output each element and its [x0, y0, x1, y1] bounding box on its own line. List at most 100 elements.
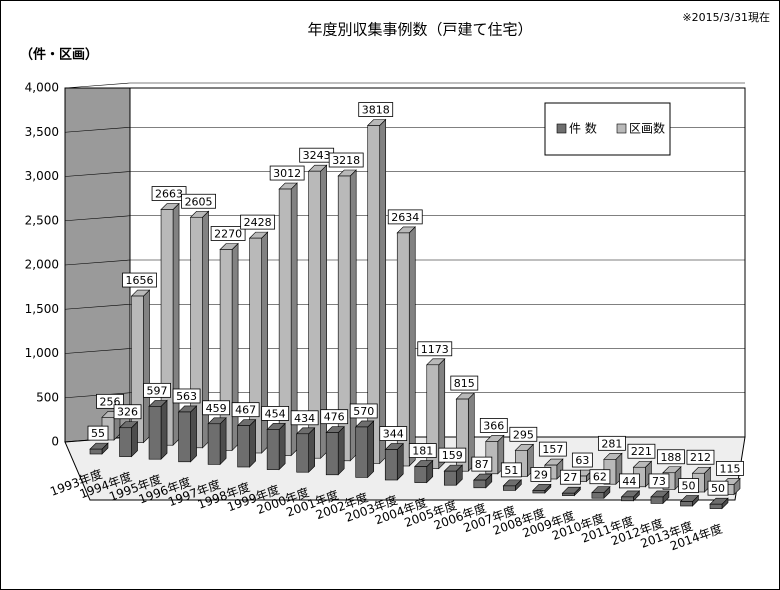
- bar-front: [384, 449, 398, 481]
- data-label-box: [417, 341, 453, 357]
- data-label-text: 1656: [126, 274, 154, 287]
- data-label-text: 51: [504, 464, 518, 477]
- data-label-box: [571, 452, 593, 468]
- bar: [620, 490, 641, 502]
- bar: [307, 164, 328, 459]
- data-label-box: [320, 409, 349, 425]
- data-label: 181: [408, 443, 437, 458]
- bar-front: [266, 429, 280, 470]
- bar: [248, 231, 269, 454]
- y-tick-label: 2,000: [25, 258, 59, 272]
- data-label-text: 55: [91, 427, 105, 440]
- bar-front: [650, 496, 664, 504]
- data-label: 2634: [387, 209, 423, 225]
- legend-label: 区画数: [629, 121, 665, 136]
- data-label-text: 597: [147, 384, 168, 397]
- data-label-box: [349, 403, 378, 419]
- data-label-text: 50: [711, 482, 725, 495]
- data-label: 597: [143, 382, 171, 398]
- data-label: 281: [598, 435, 626, 451]
- data-label-text: 62: [593, 471, 607, 484]
- bar-front: [355, 426, 369, 478]
- data-label-box: [530, 467, 552, 482]
- y-tick-label: 1,500: [25, 302, 59, 316]
- bar: [502, 479, 523, 492]
- data-label: 2663: [151, 186, 187, 201]
- data-label-box: [240, 214, 276, 230]
- bar-front: [473, 479, 487, 489]
- grid-line: [64, 171, 131, 177]
- data-label: 27: [559, 469, 581, 485]
- bar-front: [89, 448, 103, 455]
- bar-side: [219, 417, 227, 466]
- grid-line: [64, 126, 131, 133]
- data-label: 1656: [122, 272, 157, 288]
- y-tick-label: 0: [51, 435, 59, 449]
- bar: [89, 442, 109, 455]
- data-label: 295: [509, 426, 538, 442]
- data-label: 2270: [210, 226, 246, 241]
- bar: [473, 473, 493, 489]
- data-label: 115: [716, 461, 744, 476]
- data-label-box: [122, 272, 157, 288]
- data-label: 563: [172, 388, 201, 404]
- data-label-box: [500, 462, 522, 478]
- data-label: 44: [619, 473, 640, 489]
- data-label-text: 27: [563, 471, 577, 484]
- data-label: 815: [450, 375, 479, 391]
- bar-front: [414, 466, 428, 483]
- data-label: 459: [202, 400, 230, 416]
- data-label: 366: [479, 418, 508, 433]
- grid-line: [64, 259, 131, 266]
- data-label-text: 2634: [391, 211, 419, 224]
- data-label: 3012: [269, 165, 305, 181]
- data-label-box: [627, 443, 656, 459]
- bar: [207, 417, 227, 466]
- y-tick-label: 4,000: [25, 81, 59, 95]
- note: ※2015/3/31現在: [682, 11, 770, 24]
- bar: [130, 289, 151, 444]
- y-tick-label: 1,000: [25, 346, 59, 360]
- data-label-text: 73: [652, 475, 666, 488]
- data-label: 467: [231, 402, 260, 418]
- data-label-text: 50: [681, 480, 695, 493]
- bar-front: [503, 485, 516, 491]
- bar-side: [190, 405, 197, 463]
- data-label-text: 344: [383, 428, 404, 441]
- bar: [414, 459, 434, 484]
- grid-line: [64, 303, 131, 310]
- bar: [384, 442, 404, 481]
- bar: [236, 418, 257, 468]
- y-tick-label: 3,000: [25, 169, 59, 183]
- legend-label: 件 数: [569, 121, 597, 136]
- data-label-text: 2270: [214, 228, 242, 241]
- bar-front: [562, 492, 575, 496]
- data-label-text: 2428: [244, 216, 272, 229]
- bar: [591, 485, 611, 499]
- data-label-text: 454: [265, 407, 286, 420]
- data-label-box: [678, 478, 699, 493]
- bar: [650, 490, 670, 505]
- bar-front: [709, 503, 723, 509]
- bar: [295, 427, 316, 473]
- data-label-box: [598, 435, 626, 451]
- data-label-text: 157: [542, 443, 563, 456]
- bar: [118, 421, 139, 458]
- data-label-box: [648, 473, 670, 489]
- data-label-box: [509, 426, 538, 442]
- data-label-text: 295: [513, 428, 534, 441]
- data-label: 63: [571, 452, 593, 468]
- data-label-box: [172, 388, 201, 404]
- data-label: 50: [707, 480, 729, 496]
- bar: [532, 483, 552, 494]
- bar: [426, 358, 446, 470]
- data-label-text: 459: [206, 402, 227, 415]
- bar-front: [119, 427, 132, 457]
- data-label-box: [290, 410, 319, 426]
- bar-side: [379, 118, 387, 465]
- bar: [219, 242, 239, 452]
- data-label-text: 326: [117, 406, 138, 419]
- data-label-box: [471, 456, 493, 472]
- data-label-text: 281: [601, 437, 622, 450]
